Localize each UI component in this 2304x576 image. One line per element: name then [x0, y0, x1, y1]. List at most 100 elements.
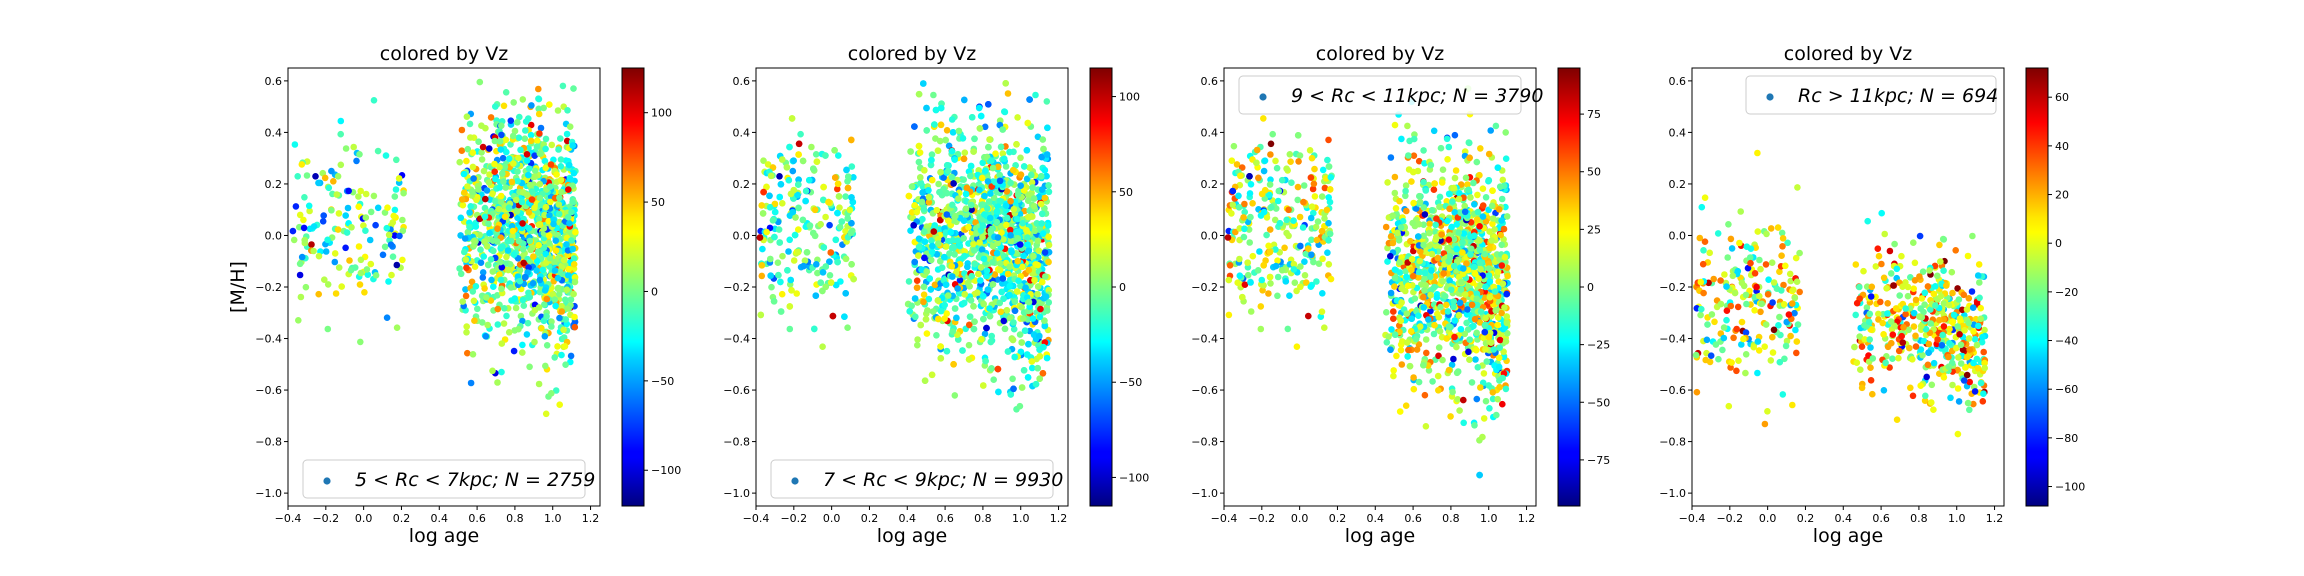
- point: [301, 236, 309, 244]
- point: [922, 316, 930, 323]
- point: [929, 242, 936, 250]
- point: [980, 315, 987, 323]
- point: [1249, 200, 1256, 207]
- point: [1010, 325, 1018, 333]
- point: [915, 235, 923, 243]
- point: [1390, 372, 1397, 380]
- point: [915, 90, 923, 98]
- point: [535, 304, 543, 311]
- point: [1254, 267, 1262, 274]
- point: [994, 365, 1002, 373]
- point: [1460, 396, 1467, 404]
- x-tick-label: −0.2: [780, 512, 807, 525]
- colorbar-tick-label: −100: [651, 464, 681, 477]
- point: [763, 228, 770, 236]
- point: [1296, 152, 1304, 159]
- point: [551, 259, 558, 266]
- point: [937, 168, 944, 176]
- point: [1023, 147, 1031, 154]
- point: [779, 200, 786, 207]
- legend-box: [302, 459, 586, 499]
- point: [351, 264, 359, 271]
- point: [291, 141, 299, 148]
- point: [531, 204, 538, 212]
- point: [324, 236, 331, 244]
- point: [1007, 237, 1015, 245]
- point: [1257, 325, 1265, 333]
- point: [760, 188, 767, 196]
- point: [836, 204, 843, 211]
- point: [470, 175, 477, 182]
- point: [947, 229, 955, 236]
- point: [1044, 124, 1051, 132]
- point: [779, 252, 786, 260]
- point: [497, 276, 505, 284]
- point: [485, 261, 492, 269]
- point: [1438, 179, 1446, 186]
- point: [1023, 351, 1031, 358]
- point: [949, 273, 956, 280]
- point: [962, 205, 970, 212]
- point: [356, 151, 363, 158]
- point: [331, 258, 339, 266]
- point: [1032, 380, 1040, 388]
- point: [1024, 374, 1032, 381]
- point: [1504, 330, 1511, 337]
- point: [1393, 352, 1400, 360]
- y-tick-label: −1.0: [723, 487, 750, 500]
- point: [382, 152, 390, 159]
- point: [806, 176, 813, 184]
- point: [1246, 239, 1253, 246]
- point: [337, 161, 345, 169]
- point: [471, 263, 479, 271]
- point: [566, 123, 574, 130]
- point: [758, 262, 766, 269]
- point: [555, 210, 563, 218]
- point: [296, 260, 304, 268]
- point: [976, 186, 983, 194]
- point: [794, 248, 802, 256]
- point: [356, 281, 364, 288]
- point: [289, 227, 297, 235]
- point: [497, 146, 505, 153]
- chart-title: colored by Vz: [380, 43, 508, 65]
- point: [315, 179, 322, 187]
- point: [496, 184, 504, 191]
- point: [478, 156, 486, 163]
- point: [1025, 298, 1033, 306]
- colorbar-tick-label: 0: [1119, 281, 1126, 294]
- point: [760, 157, 767, 164]
- point: [501, 213, 509, 220]
- point: [943, 310, 950, 317]
- point: [509, 132, 517, 140]
- point: [1229, 201, 1237, 209]
- point: [1023, 175, 1031, 183]
- point: [767, 172, 775, 180]
- point: [822, 213, 829, 221]
- point: [950, 361, 957, 368]
- point: [516, 113, 523, 121]
- point: [551, 267, 559, 274]
- point: [790, 157, 797, 164]
- point: [384, 204, 391, 211]
- point: [541, 333, 549, 340]
- point: [558, 351, 565, 359]
- point: [1025, 197, 1032, 204]
- point: [546, 254, 554, 262]
- point: [959, 347, 966, 354]
- point: [966, 313, 974, 321]
- point: [1391, 121, 1399, 129]
- point: [977, 112, 985, 120]
- point: [812, 292, 820, 300]
- point: [310, 247, 317, 255]
- point: [555, 146, 562, 153]
- point: [819, 269, 827, 276]
- point: [1319, 290, 1326, 297]
- point: [1466, 139, 1473, 147]
- point: [1471, 422, 1478, 429]
- point: [1267, 140, 1275, 148]
- point: [1479, 185, 1487, 192]
- point: [967, 162, 975, 170]
- point: [1319, 255, 1326, 263]
- point: [961, 96, 968, 104]
